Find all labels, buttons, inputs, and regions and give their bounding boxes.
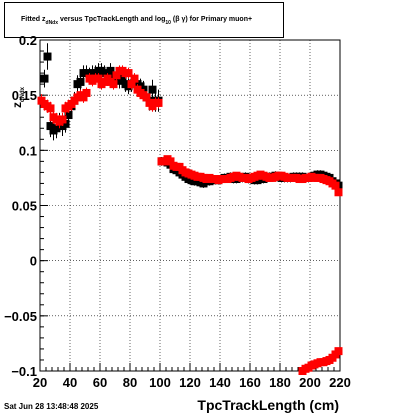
- title-z: z: [42, 16, 46, 23]
- y-tick-label: 0.15: [12, 88, 37, 103]
- data-point: [64, 111, 73, 120]
- data-point: [82, 88, 91, 97]
- data-points: [37, 43, 343, 375]
- x-tick-label: 220: [329, 375, 351, 390]
- data-point: [76, 77, 85, 86]
- data-point: [334, 188, 343, 197]
- x-tick-label: 180: [269, 375, 291, 390]
- y-tick-label: 0: [30, 254, 37, 269]
- x-tick-label: 40: [63, 375, 77, 390]
- y-tick-label: −0.05: [4, 309, 37, 324]
- y-tick-label: −0.1: [11, 364, 37, 379]
- data-point: [106, 66, 115, 75]
- x-tick-label: 140: [209, 375, 231, 390]
- data-point: [154, 98, 163, 107]
- x-tick-label: 80: [123, 375, 137, 390]
- title-beta-gamma: (β γ): [172, 16, 188, 23]
- x-tick-label: 20: [33, 375, 47, 390]
- title-middle: versus TpcTrackLength and log: [59, 16, 166, 23]
- x-tick-label: 120: [179, 375, 201, 390]
- data-point: [109, 80, 118, 89]
- data-point: [43, 52, 52, 61]
- data-point: [118, 73, 127, 82]
- title-log-sub: 10: [165, 20, 171, 26]
- x-tick-label: 160: [239, 375, 261, 390]
- data-point: [58, 115, 67, 124]
- data-point: [52, 124, 61, 133]
- data-point: [331, 181, 340, 190]
- x-tick-label: 100: [149, 375, 171, 390]
- x-tick-label: 200: [299, 375, 321, 390]
- y-tick-labels: −0.1 −0.05 0 0.05 0.1 0.15 0.2: [4, 33, 37, 379]
- title-suffix: for Primary muon+: [189, 16, 253, 23]
- title-prefix: Fitted: [21, 16, 41, 23]
- y-tick-label: 0.05: [12, 199, 37, 214]
- data-point: [130, 74, 139, 83]
- x-tick-label: 60: [93, 375, 107, 390]
- grid-lines: [40, 40, 340, 371]
- data-point: [61, 119, 70, 128]
- data-point: [46, 104, 55, 113]
- axis-ticks: [39, 39, 341, 372]
- data-point: [40, 74, 49, 83]
- data-point: [94, 74, 103, 83]
- timestamp: Sat Jun 28 13:48:48 2025: [4, 402, 99, 411]
- x-tick-labels: 20 40 60 80 100 120 140 160 180 200 220: [33, 375, 351, 390]
- title-box: Fitted zdNdx versus TpcTrackLength and l…: [4, 2, 284, 38]
- y-tick-label: 0.2: [19, 33, 37, 48]
- x-axis-label: TpcTrackLength (cm): [197, 397, 339, 413]
- data-point: [79, 93, 88, 102]
- title-z-sub: dNdx: [45, 20, 59, 26]
- data-point: [148, 85, 157, 94]
- y-tick-label: 0.1: [19, 143, 37, 158]
- data-point: [124, 69, 133, 78]
- data-point: [46, 122, 55, 131]
- data-point: [166, 157, 175, 166]
- data-point: [127, 80, 136, 89]
- data-point: [112, 71, 121, 80]
- data-point: [334, 347, 343, 356]
- data-point: [142, 93, 151, 102]
- chart-title: Fitted zdNdx versus TpcTrackLength and l…: [21, 16, 253, 26]
